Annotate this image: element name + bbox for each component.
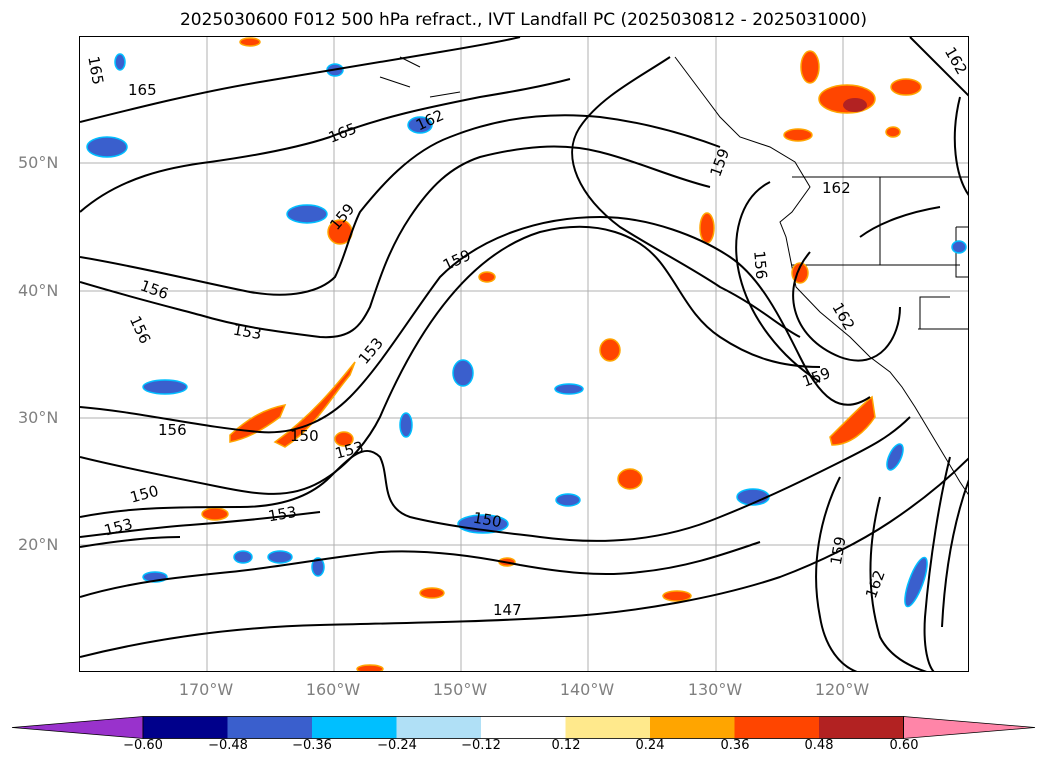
lon-label-140w: 140°W <box>559 680 615 699</box>
map-panel: 165 165 165 162 162 162 162 162 159 159 … <box>79 36 969 672</box>
colorbar-tick: 0.60 <box>889 738 919 753</box>
contour-label: 159 <box>827 535 850 566</box>
colorbar-cells <box>11 716 1036 739</box>
colorbar-extend-low <box>11 716 144 739</box>
lon-label-150w: 150°W <box>432 680 488 699</box>
contour-label-group: 165 165 165 162 162 162 162 162 159 159 … <box>84 44 968 619</box>
contour-label: 156 <box>750 250 770 280</box>
lon-label-130w: 130°W <box>687 680 743 699</box>
colorbar-cell <box>227 716 313 739</box>
colorbar-tick: 0.48 <box>804 738 834 753</box>
lon-label-170w: 170°W <box>178 680 234 699</box>
contour-label: 165 <box>84 55 107 86</box>
contour-label: 147 <box>493 601 522 619</box>
colorbar-tick: −0.48 <box>208 738 248 753</box>
colorbar-cell <box>734 716 820 739</box>
lon-label-120w: 120°W <box>814 680 870 699</box>
contour-label: 150 <box>128 482 160 507</box>
colorbar-cell <box>481 716 566 739</box>
colorbar-cell <box>650 716 735 739</box>
colorbar-tick: −0.24 <box>377 738 417 753</box>
contour-lines <box>80 37 968 671</box>
lat-label-40n: 40°N <box>18 281 59 300</box>
colorbar-extend-high <box>903 716 1036 739</box>
contour-label: 162 <box>822 179 851 197</box>
colorbar-tick: −0.12 <box>461 738 501 753</box>
colorbar-border <box>142 716 904 739</box>
contour-label: 159 <box>706 146 733 179</box>
contour-label: 162 <box>828 300 858 334</box>
gridlines <box>80 37 968 671</box>
map-canvas: 165 165 165 162 162 162 162 162 159 159 … <box>80 37 968 671</box>
lat-label-20n: 20°N <box>18 535 59 554</box>
contour-label: 153 <box>232 321 263 344</box>
contour-label: 150 <box>290 427 319 445</box>
contour-label: 165 <box>128 81 157 99</box>
contour-label: 153 <box>102 515 134 540</box>
contour-label: 165 <box>326 119 359 146</box>
colorbar-tick: −0.60 <box>123 738 163 753</box>
lat-label-30n: 30°N <box>18 408 59 427</box>
contour-label: 159 <box>440 246 474 274</box>
lon-label-160w: 160°W <box>305 680 361 699</box>
contour-label: 153 <box>267 503 298 526</box>
contour-label: 162 <box>862 568 889 601</box>
contour-label: 153 <box>355 334 387 368</box>
colorbar-tick: 0.12 <box>551 738 581 753</box>
colorbar-tick: 0.36 <box>720 738 750 753</box>
colorbar <box>11 716 1036 739</box>
contour-label: 156 <box>158 421 187 439</box>
contour-label: 156 <box>126 313 154 347</box>
colorbar-cell <box>312 716 397 739</box>
coastline <box>379 56 968 495</box>
map-title: 2025030600 F012 500 hPa refract., IVT La… <box>179 10 867 30</box>
colorbar-cell <box>565 716 651 739</box>
colorbar-cell <box>819 716 904 739</box>
contour-label: 150 <box>472 509 503 532</box>
lat-label-50n: 50°N <box>18 153 59 172</box>
colorbar-cell <box>143 716 228 739</box>
colorbar-tick: 0.24 <box>635 738 665 753</box>
colorbar-tick: −0.36 <box>292 738 332 753</box>
colorbar-cell <box>396 716 482 739</box>
